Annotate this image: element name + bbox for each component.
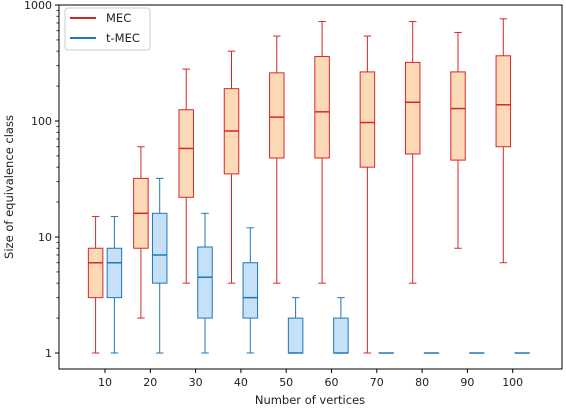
y-tick-label-1: 1 [45,347,52,360]
legend: MEC t-MEC [64,7,151,51]
box-mec-90 [450,31,466,249]
plot-marks [87,18,530,354]
box-iqr [242,262,259,319]
y-tick-label-100: 100 [31,115,52,128]
box-mec-100 [495,18,512,264]
legend-label-mec: MEC [106,11,131,25]
box-t-mec-30 [197,212,213,354]
box-mec-10 [87,216,104,354]
box-iqr [450,71,466,161]
y-axis-ticks: 1 10 100 1000 [24,0,59,360]
box-t-mec-60 [333,297,349,354]
x-tick-label-90: 90 [460,376,474,389]
x-tick-label-60: 60 [325,376,339,389]
plot-frame [58,4,563,370]
x-tick-label-30: 30 [189,376,203,389]
box-mec-40 [223,50,240,284]
y-axis-label: Size of equivalence class [2,115,16,259]
box-iqr [287,317,304,354]
x-axis-ticks: 10 20 30 40 50 60 70 80 90 100 [98,369,523,389]
box-t-mec-50 [287,297,304,354]
box-iqr [178,109,194,198]
box-mec-50 [269,35,285,284]
box-mec-60 [314,21,330,284]
x-tick-label-20: 20 [143,376,157,389]
box-t-mec-10 [106,216,123,354]
box-iqr [314,55,330,159]
x-tick-label-80: 80 [415,376,429,389]
y-tick-label-1000: 1000 [24,0,52,12]
box-mec-30 [178,68,194,284]
box-mec-70 [359,35,376,354]
x-tick-label-100: 100 [502,376,523,389]
box-t-mec-40 [242,227,259,354]
box-iqr [495,55,512,148]
box-iqr [269,72,285,159]
box-t-mec-20 [151,177,168,354]
x-tick-label-40: 40 [234,376,248,389]
box-iqr [87,247,104,299]
y-tick-label-10: 10 [38,231,52,244]
x-axis-label: Number of vertices [255,393,365,407]
box-iqr [151,212,168,284]
x-tick-label-70: 70 [370,376,384,389]
box-mec-80 [404,21,421,284]
box-iqr [197,246,213,319]
box-iqr [106,247,123,299]
box-iqr [333,317,349,354]
box-iqr [359,71,376,168]
legend-label-t-mec: t-MEC [106,31,140,45]
box-iqr [404,61,421,155]
x-tick-label-50: 50 [279,376,293,389]
x-tick-label-10: 10 [98,376,112,389]
box-mec-20 [133,146,149,319]
